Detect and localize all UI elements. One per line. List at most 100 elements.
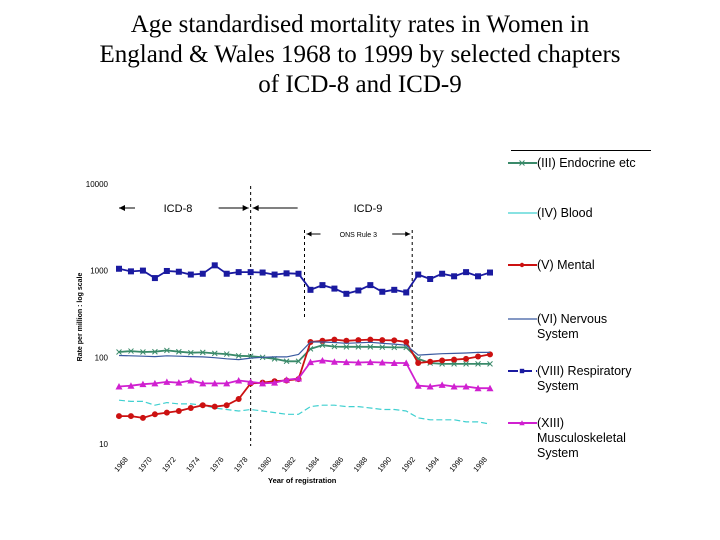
legend-swatch [508, 368, 537, 374]
icd9-label: ICD-9 [354, 203, 383, 215]
data-point [439, 270, 446, 277]
data-point [223, 402, 230, 409]
series-line [118, 359, 490, 390]
data-point [127, 382, 135, 389]
data-point [199, 349, 206, 356]
data-point [519, 420, 525, 426]
data-point [427, 276, 434, 283]
data-point [295, 270, 302, 277]
data-point [462, 383, 470, 390]
data-point [474, 384, 482, 392]
data-point [343, 337, 350, 344]
data-point [175, 408, 182, 415]
data-point [139, 380, 147, 388]
chart-title-line: of ICD-8 and ICD-9 [258, 71, 462, 98]
data-point [271, 271, 278, 278]
data-point [414, 382, 422, 389]
data-point [307, 286, 314, 293]
data-point [343, 290, 350, 297]
data-point [187, 349, 194, 356]
data-point [378, 359, 386, 366]
legend-item: (V) Mental [507, 258, 595, 273]
x-tick-label: 1968 [112, 455, 130, 474]
legend-label: (VIII) Respiratory System [537, 364, 632, 393]
legend-swatch [508, 318, 537, 320]
y-axis-label: Rate per million : log scale [77, 273, 84, 362]
data-point [463, 355, 470, 362]
data-point [415, 271, 422, 278]
data-point [319, 337, 326, 344]
legend-item: (VI) Nervous System [507, 312, 607, 342]
data-point [199, 379, 207, 387]
x-tick-label: 1982 [280, 455, 298, 474]
data-point [475, 273, 482, 280]
data-point [151, 379, 159, 387]
data-point [235, 352, 242, 359]
data-point [295, 358, 302, 365]
data-point [451, 356, 458, 363]
legend-swatch [508, 160, 537, 166]
legend-top-rule [511, 150, 651, 151]
data-point [223, 270, 230, 277]
arrow-head-icon [252, 205, 259, 211]
chart-title: Age standardised mortality rates in Wome… [0, 10, 720, 100]
data-point [355, 287, 362, 294]
data-point [115, 383, 123, 390]
data-point [426, 383, 434, 390]
series-line [118, 341, 490, 361]
series-2 [116, 336, 493, 421]
legend-swatch [508, 420, 537, 426]
data-point [463, 361, 469, 367]
data-point [116, 413, 122, 420]
x-tick-label: 1992 [400, 455, 418, 474]
legend-item: (IV) Blood [507, 206, 593, 221]
y-tick-label: 1000 [90, 267, 108, 276]
x-tick-label: 1976 [208, 455, 226, 474]
data-point [366, 358, 374, 366]
data-point [391, 286, 398, 293]
icd8-label: ICD-8 [164, 203, 193, 215]
data-point [391, 344, 398, 351]
x-tick-label: 1970 [136, 455, 154, 474]
data-point [367, 282, 374, 289]
x-tick-label: 1978 [232, 455, 250, 474]
data-point [331, 336, 338, 343]
series-5 [115, 356, 494, 392]
data-point [164, 347, 170, 354]
data-point [247, 378, 255, 385]
data-point [367, 343, 374, 350]
data-point [283, 358, 290, 365]
legend-item: (XIII) Musculoskeletal System [507, 416, 626, 461]
annotations: ICD-8 ICD-9 ONS Rule 3 [119, 186, 413, 446]
data-point [235, 269, 242, 276]
data-point [318, 356, 326, 364]
data-point [139, 414, 146, 421]
legend-item: (VIII) Respiratory System [507, 364, 631, 394]
data-point [330, 358, 338, 365]
data-point [175, 379, 183, 386]
data-point [247, 269, 254, 276]
data-point [403, 339, 410, 346]
data-point [379, 288, 386, 295]
data-point [427, 358, 434, 365]
series-line [118, 399, 491, 425]
data-point [175, 268, 182, 275]
x-tick-label: 1988 [352, 455, 370, 474]
data-point [235, 377, 243, 384]
data-point [139, 267, 146, 274]
data-point [295, 374, 303, 382]
data-point [163, 267, 170, 274]
data-point [319, 282, 326, 289]
data-point [211, 403, 218, 410]
data-point [199, 402, 206, 409]
data-point [306, 358, 314, 366]
arrow-head-icon [119, 205, 125, 211]
data-point [355, 343, 362, 350]
arrow-head-icon [306, 231, 312, 237]
legend-swatch [508, 212, 537, 214]
x-tick-label: 1974 [184, 455, 202, 474]
data-point [451, 273, 458, 280]
data-point [187, 377, 195, 384]
data-point [463, 269, 470, 276]
data-point [402, 359, 410, 366]
